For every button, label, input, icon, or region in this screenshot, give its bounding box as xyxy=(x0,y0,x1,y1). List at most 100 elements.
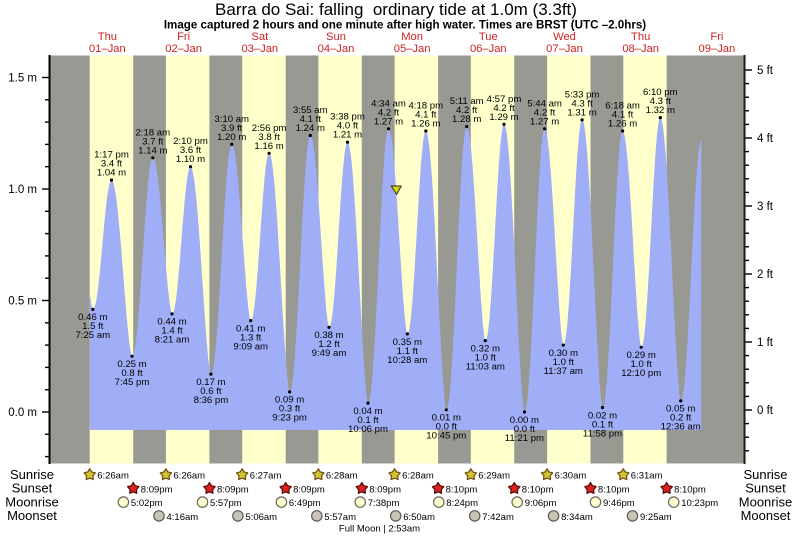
svg-text:Full Moon | 2:53am: Full Moon | 2:53am xyxy=(339,524,420,535)
svg-text:4.2 ft: 4.2 ft xyxy=(378,107,400,118)
svg-text:11:03 am: 11:03 am xyxy=(466,361,505,372)
svg-text:0.01 m: 0.01 m xyxy=(432,413,461,424)
svg-text:09–Jan: 09–Jan xyxy=(699,43,736,55)
svg-text:1.10 m: 1.10 m xyxy=(176,154,205,165)
svg-text:0.17 m: 0.17 m xyxy=(196,377,225,388)
svg-text:4 ft: 4 ft xyxy=(757,133,774,145)
svg-text:4.1 ft: 4.1 ft xyxy=(612,110,634,121)
svg-text:1.29 m: 1.29 m xyxy=(489,112,518,123)
svg-text:0 ft: 0 ft xyxy=(757,405,774,417)
svg-text:2 ft: 2 ft xyxy=(757,269,774,281)
svg-text:03–Jan: 03–Jan xyxy=(241,43,278,55)
svg-text:4.1 ft: 4.1 ft xyxy=(415,110,437,121)
svg-text:7:25 am: 7:25 am xyxy=(75,330,110,341)
svg-text:04–Jan: 04–Jan xyxy=(318,43,355,55)
svg-text:2:18 am: 2:18 am xyxy=(135,127,170,138)
svg-text:8:10pm: 8:10pm xyxy=(446,484,478,495)
svg-text:6:28am: 6:28am xyxy=(326,471,358,482)
svg-text:8:10pm: 8:10pm xyxy=(674,484,706,495)
svg-text:0.0 ft: 0.0 ft xyxy=(514,424,536,435)
svg-text:12:10 pm: 12:10 pm xyxy=(621,368,661,379)
svg-text:Fri: Fri xyxy=(710,31,723,43)
svg-text:1.5 m: 1.5 m xyxy=(8,73,37,85)
svg-text:4:18 pm: 4:18 pm xyxy=(408,101,443,112)
svg-text:3:10 am: 3:10 am xyxy=(214,114,249,125)
svg-text:3.7 ft: 3.7 ft xyxy=(142,136,164,147)
svg-text:3:55 am: 3:55 am xyxy=(293,105,328,116)
svg-text:0.6 ft: 0.6 ft xyxy=(200,386,222,397)
svg-text:0.00 m: 0.00 m xyxy=(510,415,539,426)
svg-text:8:10pm: 8:10pm xyxy=(522,484,554,495)
svg-text:Barra do Sai: falling ordinar: Barra do Sai: falling ordinary tide at 1… xyxy=(215,0,577,19)
svg-text:1.1 ft: 1.1 ft xyxy=(397,346,419,357)
svg-text:Sunset: Sunset xyxy=(745,481,786,496)
svg-text:5:06am: 5:06am xyxy=(245,512,277,523)
svg-text:1.2 ft: 1.2 ft xyxy=(318,339,340,350)
svg-text:3.4 ft: 3.4 ft xyxy=(101,159,123,170)
svg-text:8:09pm: 8:09pm xyxy=(369,484,401,495)
svg-text:4:16am: 4:16am xyxy=(167,512,199,523)
svg-text:Sat: Sat xyxy=(251,31,269,43)
svg-text:1.0 ft: 1.0 ft xyxy=(553,357,575,368)
svg-text:Moonset: Moonset xyxy=(7,508,57,523)
svg-text:Sunrise: Sunrise xyxy=(10,467,54,482)
svg-text:6:26am: 6:26am xyxy=(97,471,129,482)
svg-text:6:49pm: 6:49pm xyxy=(289,498,321,509)
svg-text:1.27 m: 1.27 m xyxy=(530,116,559,127)
svg-text:3.8 ft: 3.8 ft xyxy=(258,132,280,143)
svg-text:9:23 pm: 9:23 pm xyxy=(272,413,307,424)
svg-text:0.2 ft: 0.2 ft xyxy=(670,413,692,424)
svg-text:Moonset: Moonset xyxy=(741,508,791,523)
svg-text:1.3 ft: 1.3 ft xyxy=(240,332,262,343)
svg-text:0.44 m: 0.44 m xyxy=(157,317,186,328)
svg-text:Wed: Wed xyxy=(553,31,576,43)
svg-text:1.28 m: 1.28 m xyxy=(452,114,481,125)
svg-text:5:33 pm: 5:33 pm xyxy=(565,89,600,100)
svg-text:4.2 ft: 4.2 ft xyxy=(493,103,515,114)
svg-text:1.27 m: 1.27 m xyxy=(374,116,403,127)
svg-text:9:09 am: 9:09 am xyxy=(233,341,268,352)
svg-text:6:26am: 6:26am xyxy=(173,471,205,482)
svg-text:7:42am: 7:42am xyxy=(482,512,514,523)
svg-text:06–Jan: 06–Jan xyxy=(470,43,507,55)
svg-text:6:29am: 6:29am xyxy=(478,471,510,482)
svg-text:11:37 am: 11:37 am xyxy=(544,366,583,377)
svg-text:7:45 pm: 7:45 pm xyxy=(115,377,150,388)
svg-text:0.1 ft: 0.1 ft xyxy=(357,415,379,426)
svg-text:5:44 am: 5:44 am xyxy=(527,98,562,109)
svg-text:Sunset: Sunset xyxy=(12,481,53,496)
svg-text:9:49 am: 9:49 am xyxy=(312,348,347,359)
svg-text:8:09pm: 8:09pm xyxy=(141,484,173,495)
svg-text:1.21 m: 1.21 m xyxy=(333,130,362,141)
svg-text:0.05 m: 0.05 m xyxy=(666,404,695,415)
svg-text:8:36 pm: 8:36 pm xyxy=(194,395,229,406)
svg-text:4.0 ft: 4.0 ft xyxy=(337,121,359,132)
svg-text:0.38 m: 0.38 m xyxy=(314,330,343,341)
svg-text:8:09pm: 8:09pm xyxy=(217,484,249,495)
svg-text:1 ft: 1 ft xyxy=(757,337,774,349)
svg-text:1.16 m: 1.16 m xyxy=(254,141,283,152)
svg-text:12:36 am: 12:36 am xyxy=(661,422,701,433)
svg-text:1.04 m: 1.04 m xyxy=(97,168,126,179)
svg-text:3 ft: 3 ft xyxy=(757,201,774,213)
svg-text:1.4 ft: 1.4 ft xyxy=(161,326,183,337)
svg-text:Fri: Fri xyxy=(177,31,190,43)
svg-text:4:57 pm: 4:57 pm xyxy=(487,94,522,105)
svg-text:5:02pm: 5:02pm xyxy=(131,498,163,509)
svg-text:4:34 am: 4:34 am xyxy=(371,98,406,109)
svg-text:1.26 m: 1.26 m xyxy=(411,119,440,130)
svg-text:9:06pm: 9:06pm xyxy=(525,498,557,509)
svg-text:1.32 m: 1.32 m xyxy=(646,105,675,116)
svg-text:10:06 pm: 10:06 pm xyxy=(348,424,388,435)
svg-text:0.35 m: 0.35 m xyxy=(393,337,422,348)
svg-text:11:58 pm: 11:58 pm xyxy=(583,428,622,439)
svg-text:6:18 am: 6:18 am xyxy=(605,101,640,112)
svg-text:01–Jan: 01–Jan xyxy=(89,43,126,55)
svg-text:0.5 m: 0.5 m xyxy=(8,296,37,308)
svg-text:1:17 pm: 1:17 pm xyxy=(94,150,129,161)
svg-text:4.2 ft: 4.2 ft xyxy=(456,105,478,116)
svg-text:Sunrise: Sunrise xyxy=(743,467,787,482)
svg-text:1.24 m: 1.24 m xyxy=(296,123,325,134)
svg-text:0.1 ft: 0.1 ft xyxy=(592,419,614,430)
svg-text:0.3 ft: 0.3 ft xyxy=(279,404,301,415)
